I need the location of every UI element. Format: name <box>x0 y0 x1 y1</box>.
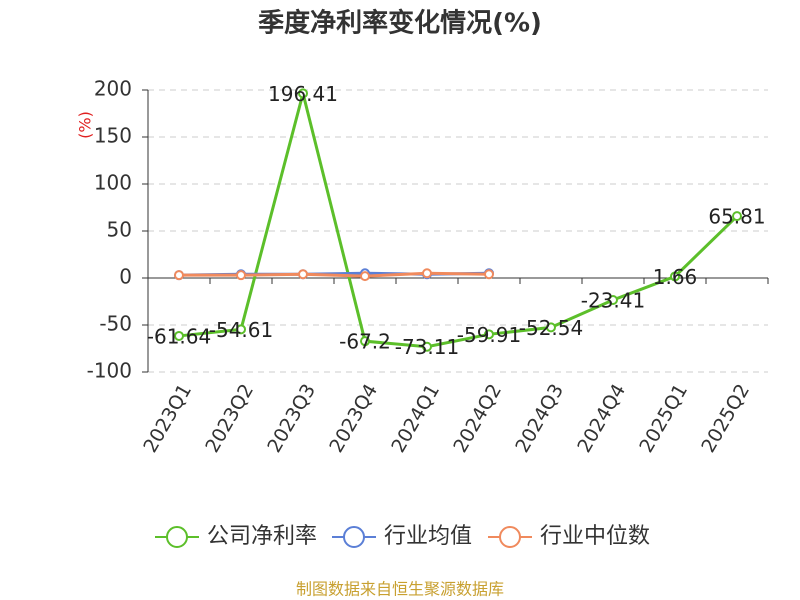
x-tick-label: 2023Q2 <box>201 380 258 456</box>
y-tick-label: 50 <box>107 218 132 242</box>
y-tick-label: 0 <box>119 265 132 289</box>
data-label: -59.91 <box>457 323 521 347</box>
legend-marker <box>343 526 365 548</box>
point <box>422 341 432 352</box>
legend-item: 行业均值 <box>332 524 472 549</box>
x-tick-label: 2024Q3 <box>511 380 568 456</box>
x-tick-label: 2024Q2 <box>449 380 506 456</box>
point <box>608 295 618 306</box>
legend-marker <box>166 526 188 548</box>
point <box>670 271 680 282</box>
data-label: -54.61 <box>209 318 273 342</box>
data-label: -61.64 <box>147 324 211 348</box>
x-tick-label: 2024Q4 <box>573 380 630 456</box>
chart-title: 季度净利率变化情况(%) <box>258 8 542 39</box>
point <box>732 211 742 222</box>
point <box>174 330 184 341</box>
data-label: -73.11 <box>395 335 459 359</box>
x-tick-label: 2023Q1 <box>139 380 196 456</box>
data-label: -23.41 <box>581 289 645 313</box>
point <box>298 88 308 99</box>
y-tick-label: -100 <box>87 359 132 383</box>
legend-item: 公司净利率 <box>155 524 317 549</box>
x-tick-label: 2025Q2 <box>697 380 754 456</box>
data-label: 196.41 <box>268 82 338 106</box>
point <box>484 269 494 280</box>
x-tick-label: 2025Q1 <box>635 380 692 456</box>
data-label: 1.66 <box>653 265 698 289</box>
point <box>546 322 556 333</box>
point <box>484 329 494 340</box>
point <box>236 324 246 335</box>
y-axis-label: (%) <box>76 111 95 139</box>
y-tick-label: 200 <box>94 77 132 101</box>
y-tick-label: -50 <box>99 312 132 336</box>
data-label: 65.81 <box>708 205 765 229</box>
legend-item: 行业中位数 <box>488 524 650 549</box>
series-line <box>179 271 490 278</box>
data-label: -67.2 <box>339 330 391 354</box>
point <box>298 269 308 280</box>
x-tick-label: 2023Q4 <box>325 380 382 456</box>
point <box>174 270 184 281</box>
legend-marker <box>499 526 521 548</box>
legend-label: 行业均值 <box>384 524 472 549</box>
point <box>360 271 370 282</box>
y-tick-label: 100 <box>94 171 132 195</box>
series-line <box>178 92 739 349</box>
point <box>236 270 246 281</box>
y-tick-label: 150 <box>94 124 132 148</box>
point <box>422 268 432 279</box>
source-note: 制图数据来自恒生聚源数据库 <box>296 580 504 599</box>
legend-label: 行业中位数 <box>540 524 650 549</box>
x-tick-label: 2023Q3 <box>263 380 320 456</box>
data-label: -52.54 <box>519 316 583 340</box>
point <box>360 336 370 347</box>
legend-label: 公司净利率 <box>207 524 317 549</box>
x-tick-label: 2024Q1 <box>387 380 444 456</box>
